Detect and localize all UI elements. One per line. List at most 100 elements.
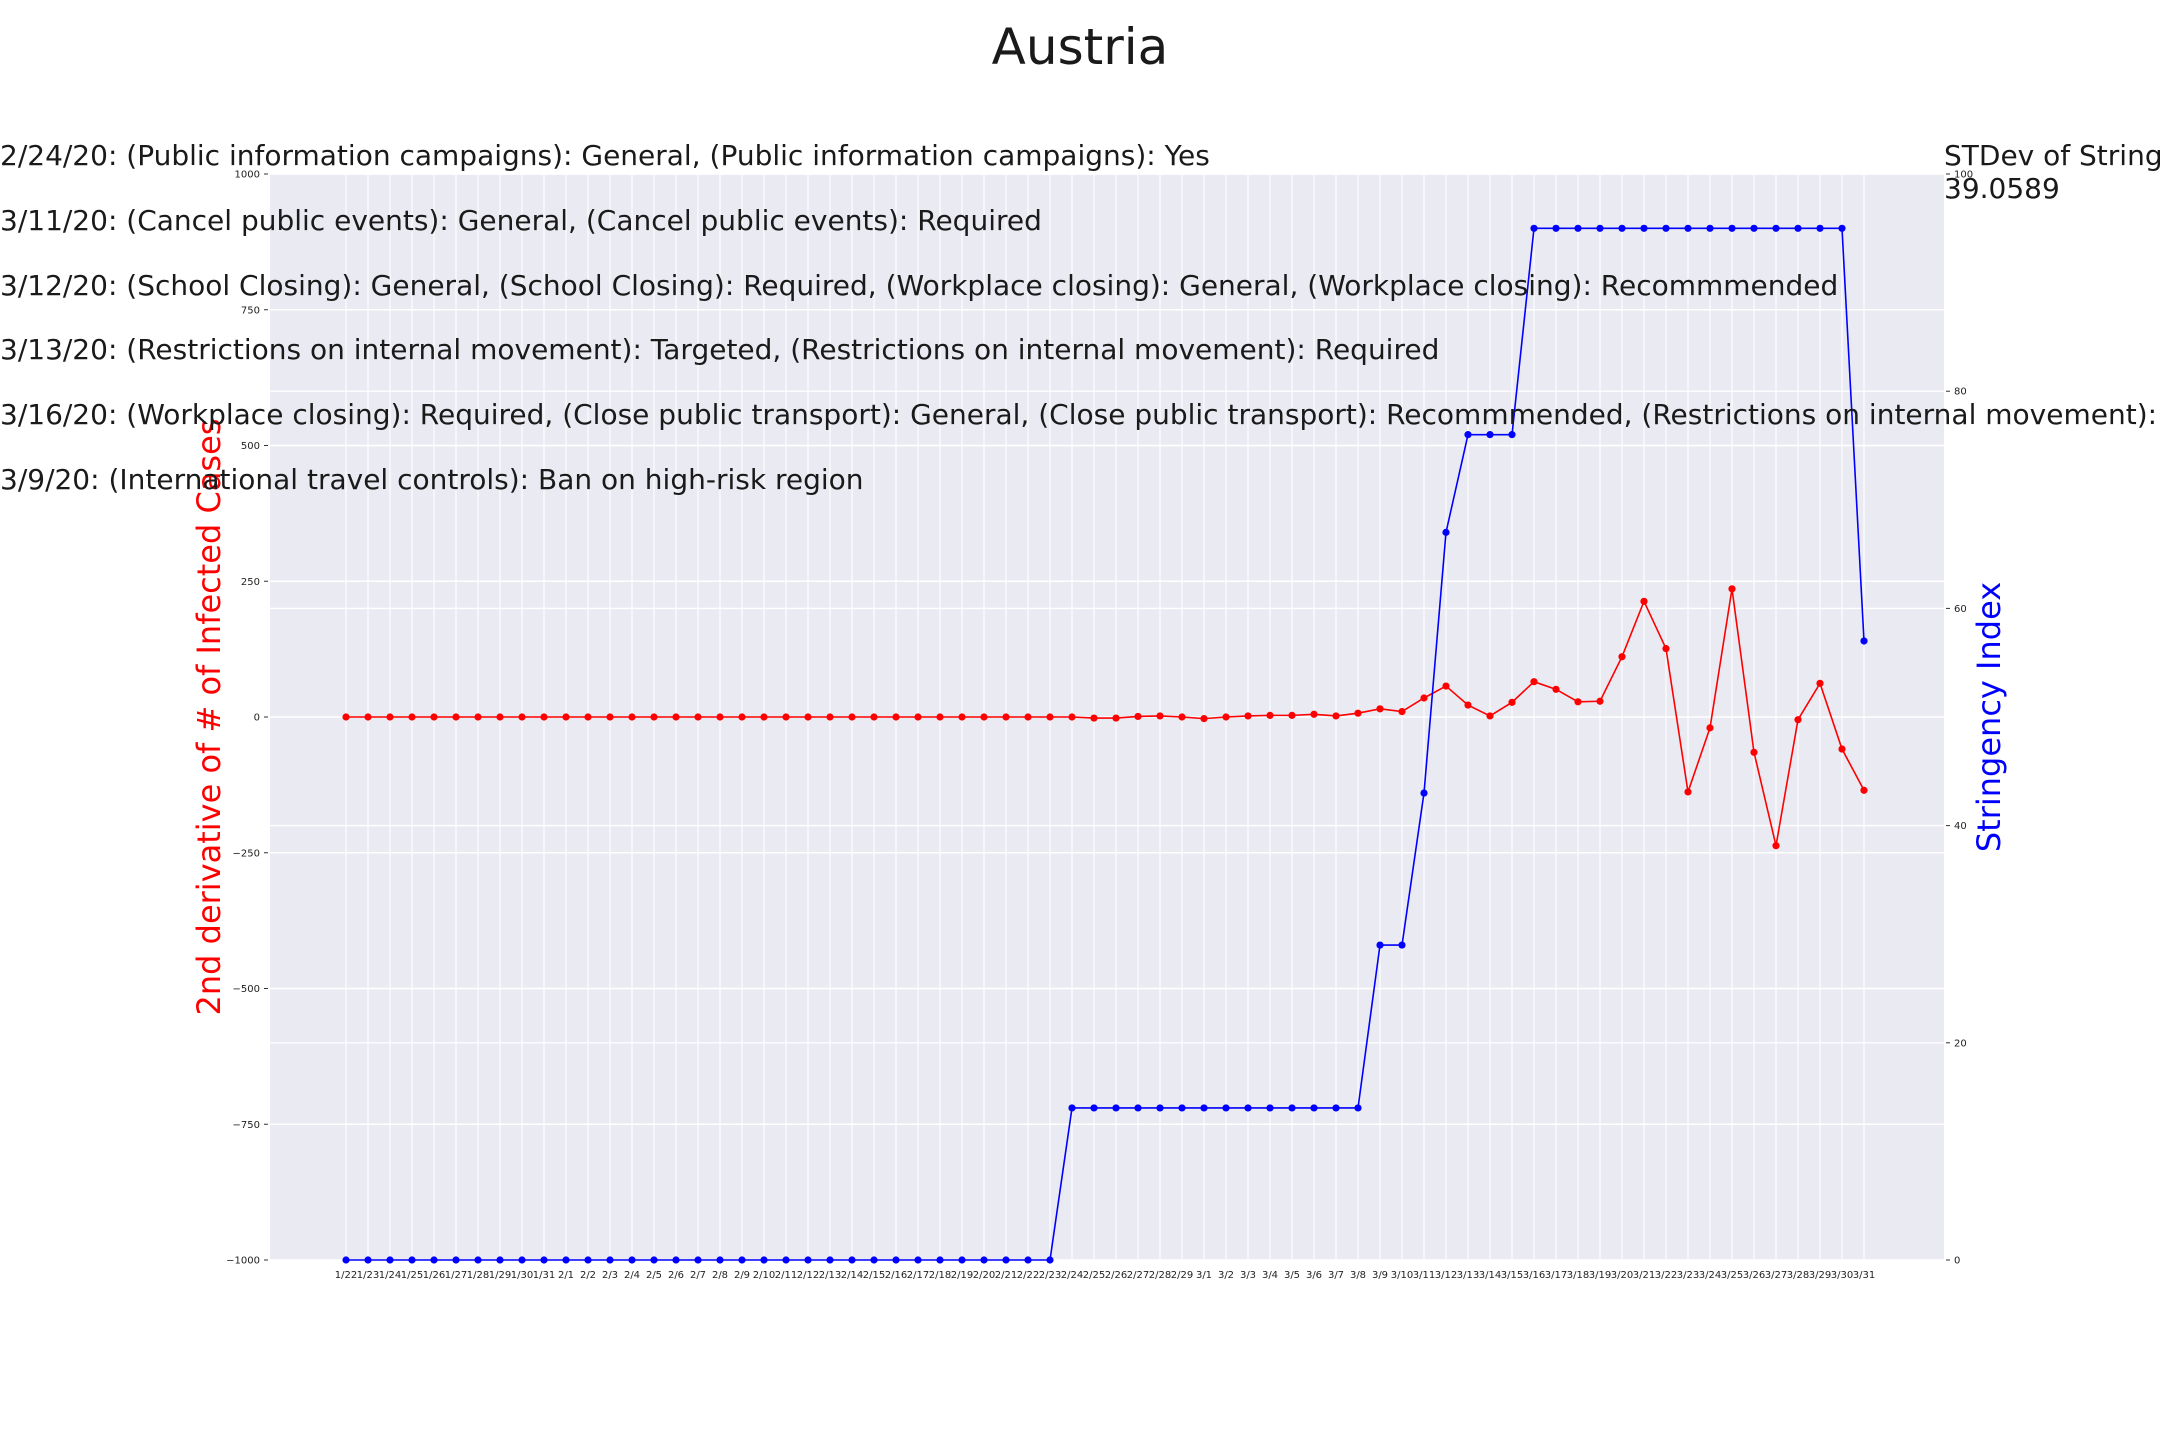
stringency-index-point — [1618, 224, 1626, 232]
stringency-index-point — [1838, 224, 1846, 232]
infected-2nd-derivative-point — [1420, 694, 1428, 702]
stringency-index-point — [980, 1256, 988, 1264]
stringency-index-point — [1310, 1104, 1318, 1112]
x-tick-label: 2/19 — [951, 1270, 973, 1281]
x-tick-label: 1/29 — [489, 1270, 511, 1281]
stringency-index-point — [1772, 224, 1780, 232]
x-tick-label: 3/28 — [1787, 1270, 1809, 1281]
stringency-index-point — [958, 1256, 966, 1264]
infected-2nd-derivative-point — [672, 713, 680, 721]
infected-2nd-derivative-point — [1398, 707, 1406, 716]
infected-2nd-derivative-line — [346, 588, 1865, 846]
infected-2nd-derivative-point — [1068, 713, 1076, 721]
x-tick-label: 2/18 — [929, 1270, 951, 1281]
x-tick-label: 1/25 — [401, 1270, 423, 1281]
x-tick-label: 2/9 — [734, 1270, 750, 1281]
infected-2nd-derivative-point — [1662, 644, 1670, 653]
stringency-index-point — [1046, 1256, 1054, 1264]
x-tick-label: 2/24 — [1061, 1270, 1083, 1281]
x-tick-label: 1/23 — [357, 1270, 379, 1281]
stringency-index-point — [474, 1256, 482, 1264]
stringency-index-point — [1112, 1104, 1120, 1112]
stringency-index-point — [1354, 1104, 1362, 1112]
x-tick-label: 3/8 — [1350, 1270, 1366, 1281]
infected-2nd-derivative-point — [1838, 745, 1846, 753]
annotation-3: 3/12/20: (School Closing): General, (Sch… — [0, 269, 1838, 302]
stringency-index-point — [1398, 941, 1406, 949]
annotation-1: 2/24/20: (Public information campaigns):… — [0, 139, 1210, 172]
x-tick-label: 2/26 — [1105, 1270, 1127, 1281]
stringency-index-point — [1266, 1104, 1274, 1112]
infected-2nd-derivative-point — [826, 713, 834, 721]
stringency-index-point — [1508, 431, 1516, 439]
x-tick-label: 3/18 — [1567, 1270, 1589, 1281]
x-tick-label: 1/24 — [379, 1270, 401, 1281]
infected-2nd-derivative-point — [1046, 713, 1054, 721]
infected-2nd-derivative-point — [716, 713, 724, 721]
x-tick-label: 3/26 — [1743, 1270, 1765, 1281]
infected-2nd-derivative-point — [1486, 712, 1494, 720]
infected-2nd-derivative-point — [1156, 712, 1164, 720]
stringency-index-point — [408, 1256, 416, 1264]
stdev-value: 39.0589 — [1944, 172, 2060, 205]
infected-2nd-derivative-point — [1508, 698, 1516, 706]
x-tick-label: 2/5 — [646, 1270, 662, 1281]
infected-2nd-derivative-point — [1750, 748, 1758, 756]
stringency-index-point — [1002, 1256, 1010, 1264]
x-tick-label: 3/9 — [1372, 1270, 1388, 1281]
infected-2nd-derivative-point — [1332, 712, 1340, 720]
infected-2nd-derivative-point — [980, 713, 988, 721]
infected-2nd-derivative-point — [1090, 714, 1098, 722]
stringency-index-point — [1860, 637, 1868, 645]
stringency-index-point — [1816, 224, 1824, 232]
x-tick-label: 2/4 — [624, 1270, 640, 1281]
infected-2nd-derivative-point — [474, 713, 482, 721]
annotation-5: 3/16/20: (Workplace closing): Required, … — [0, 398, 2160, 431]
stringency-index-point — [364, 1256, 372, 1264]
stringency-index-point — [716, 1256, 724, 1264]
stringency-index-point — [1530, 224, 1538, 232]
stringency-index-point — [584, 1256, 592, 1264]
x-tick-label: 2/8 — [712, 1270, 728, 1281]
left-tick-label: −250 — [233, 848, 260, 859]
x-tick-label: 3/4 — [1262, 1270, 1278, 1281]
infected-2nd-derivative-point — [408, 713, 416, 721]
stringency-index-point — [1728, 224, 1736, 232]
stringency-index-point — [562, 1256, 570, 1264]
infected-2nd-derivative-point — [1002, 713, 1010, 721]
x-tick-label: 1/27 — [445, 1270, 467, 1281]
infected-2nd-derivative-point — [936, 713, 944, 721]
stringency-index-point — [694, 1256, 702, 1264]
series-infected-2nd-derivative — [342, 585, 1868, 850]
x-tick-label: 1/31 — [533, 1270, 555, 1281]
x-tick-label: 3/23 — [1677, 1270, 1699, 1281]
infected-2nd-derivative-point — [1596, 697, 1604, 705]
infected-2nd-derivative-point — [1112, 714, 1120, 722]
left-axis: −1000 −750 −500 −250 0 250 500 750 1000 — [226, 170, 268, 1267]
left-axis-label: 2nd derivative of # of Infected Cases — [190, 419, 228, 1016]
right-tick-label: 0 — [1954, 1256, 1960, 1267]
x-tick-label: 3/30 — [1831, 1270, 1853, 1281]
x-tick-label: 3/19 — [1589, 1270, 1611, 1281]
left-tick-label: −500 — [233, 984, 260, 995]
infected-2nd-derivative-point — [914, 713, 922, 721]
infected-2nd-derivative-point — [1310, 710, 1318, 718]
infected-2nd-derivative-point — [1266, 711, 1274, 719]
infected-2nd-derivative-point — [958, 713, 966, 721]
stringency-index-point — [1464, 431, 1472, 439]
x-tick-label: 2/28 — [1149, 1270, 1171, 1281]
stringency-index-point — [606, 1256, 614, 1264]
infected-2nd-derivative-point — [1794, 716, 1802, 724]
stringency-index-point — [1596, 224, 1604, 232]
infected-2nd-derivative-point — [1244, 712, 1252, 720]
infected-2nd-derivative-point — [782, 713, 790, 721]
stdev-label: STDev of Stringency — [1944, 139, 2160, 172]
infected-2nd-derivative-point — [496, 713, 504, 721]
x-tick-label: 2/12 — [797, 1270, 819, 1281]
infected-2nd-derivative-point — [1178, 713, 1186, 721]
x-tick-label: 2/22 — [1017, 1270, 1039, 1281]
x-tick-label: 1/28 — [467, 1270, 489, 1281]
infected-2nd-derivative-point — [1222, 713, 1230, 721]
stringency-index-point — [342, 1256, 350, 1264]
